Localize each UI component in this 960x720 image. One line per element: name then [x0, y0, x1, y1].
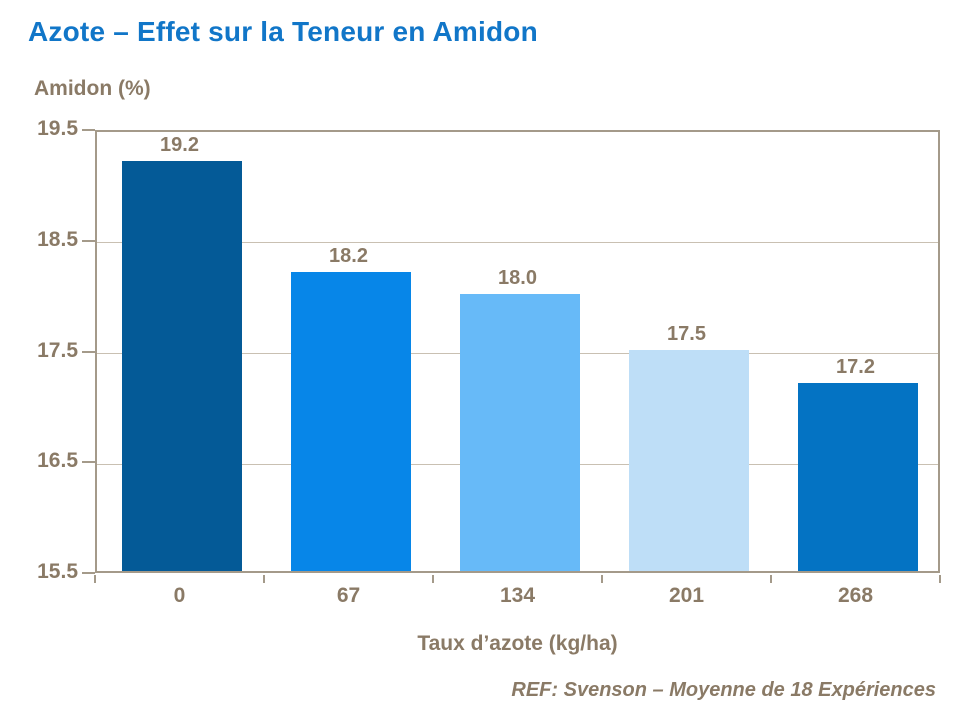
reference-footer: REF: Svenson – Moyenne de 18 Expériences: [511, 679, 936, 701]
x-tick-label: 67: [336, 584, 361, 607]
bar-0: [121, 161, 242, 571]
bar-268: [797, 382, 918, 571]
bar-value-label: 18.2: [329, 244, 368, 267]
x-tick-mark: [94, 575, 96, 583]
y-tick-mark: [82, 350, 95, 353]
x-tick-mark: [770, 575, 772, 583]
y-tick-label: 16.5: [37, 449, 78, 473]
chart-title: Azote – Effet sur la Teneur en Amidon: [28, 16, 538, 47]
y-axis-title: Amidon (%): [34, 77, 151, 100]
y-tick-label: 17.5: [37, 338, 78, 362]
x-tick-label: 268: [837, 584, 874, 607]
bar-value-label: 17.2: [836, 355, 875, 378]
y-tick-label: 15.5: [37, 560, 78, 583]
x-axis-title: Taux d’azote (kg/ha): [417, 632, 618, 655]
bar-201: [628, 349, 749, 571]
x-tick-mark: [432, 575, 434, 583]
x-tick-mark: [263, 575, 265, 583]
bar-value-label: 19.2: [160, 134, 199, 157]
x-tick-label: 201: [668, 584, 705, 607]
y-tick-mark: [82, 129, 95, 131]
bar-134: [459, 294, 580, 571]
y-tick-label: 18.5: [37, 227, 78, 251]
y-tick-mark: [82, 572, 95, 574]
bar-value-label: 17.5: [667, 322, 706, 345]
x-tick-mark: [601, 575, 603, 583]
plot-area: [95, 130, 940, 573]
y-tick-mark: [82, 239, 95, 242]
x-tick-label: 134: [499, 584, 536, 607]
bar-value-label: 18.0: [498, 267, 537, 290]
x-tick-mark: [939, 575, 941, 583]
bar-67: [290, 271, 411, 571]
y-tick-label: 19.5: [37, 117, 78, 140]
y-tick-mark: [82, 461, 95, 464]
x-tick-label: 0: [173, 584, 186, 607]
gridline: [97, 242, 938, 244]
